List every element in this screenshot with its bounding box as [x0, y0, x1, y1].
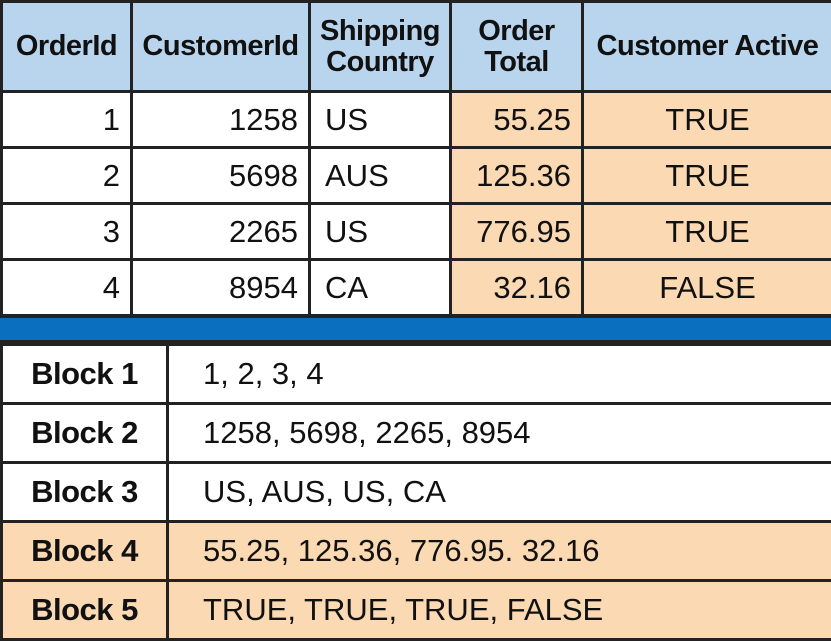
table-row: 1 1258 US 55.25 TRUE: [2, 92, 831, 148]
orders-table: OrderId CustomerId Shipping Country Orde…: [0, 0, 831, 317]
block-values: 55.25, 125.36, 776.95. 32.16: [168, 522, 831, 581]
blocks-table: Block 1 1, 2, 3, 4 Block 2 1258, 5698, 2…: [0, 343, 831, 641]
table-row: 4 8954 CA 32.16 FALSE: [2, 260, 831, 316]
block-values: US, AUS, US, CA: [168, 463, 831, 522]
header-customer-active: Customer Active: [583, 2, 831, 92]
cell-customer-id: 5698: [132, 148, 310, 204]
block-label: Block 5: [2, 581, 168, 640]
cell-shipping-country: US: [310, 92, 451, 148]
block-label: Block 2: [2, 404, 168, 463]
cell-shipping-country: AUS: [310, 148, 451, 204]
cell-customer-active: TRUE: [583, 148, 831, 204]
cell-order-id: 3: [2, 204, 132, 260]
block-row: Block 3 US, AUS, US, CA: [2, 463, 831, 522]
block-row: Block 2 1258, 5698, 2265, 8954: [2, 404, 831, 463]
header-order-total: Order Total: [451, 2, 583, 92]
header-row: OrderId CustomerId Shipping Country Orde…: [2, 2, 831, 92]
block-values: TRUE, TRUE, TRUE, FALSE: [168, 581, 831, 640]
block-row: Block 5 TRUE, TRUE, TRUE, FALSE: [2, 581, 831, 640]
block-label: Block 1: [2, 345, 168, 404]
header-order-total-text: Order Total: [478, 15, 554, 78]
header-shipping-country: Shipping Country: [310, 2, 451, 92]
cell-order-total: 32.16: [451, 260, 583, 316]
block-row: Block 1 1, 2, 3, 4: [2, 345, 831, 404]
cell-shipping-country: CA: [310, 260, 451, 316]
cell-order-id: 4: [2, 260, 132, 316]
cell-customer-id: 1258: [132, 92, 310, 148]
cell-order-total: 125.36: [451, 148, 583, 204]
block-values: 1258, 5698, 2265, 8954: [168, 404, 831, 463]
cell-order-total: 55.25: [451, 92, 583, 148]
table-row: 2 5698 AUS 125.36 TRUE: [2, 148, 831, 204]
cell-customer-id: 2265: [132, 204, 310, 260]
header-customer-id: CustomerId: [132, 2, 310, 92]
cell-shipping-country: US: [310, 204, 451, 260]
cell-customer-active: TRUE: [583, 92, 831, 148]
cell-customer-active: FALSE: [583, 260, 831, 316]
cell-order-id: 2: [2, 148, 132, 204]
header-shipping-country-text: Shipping Country: [320, 15, 440, 78]
cell-customer-active: TRUE: [583, 204, 831, 260]
divider-bar: [0, 315, 831, 343]
table-row: 3 2265 US 776.95 TRUE: [2, 204, 831, 260]
cell-order-total: 776.95: [451, 204, 583, 260]
cell-order-id: 1: [2, 92, 132, 148]
block-row: Block 4 55.25, 125.36, 776.95. 32.16: [2, 522, 831, 581]
header-order-id: OrderId: [2, 2, 132, 92]
block-label: Block 3: [2, 463, 168, 522]
cell-customer-id: 8954: [132, 260, 310, 316]
block-values: 1, 2, 3, 4: [168, 345, 831, 404]
block-label: Block 4: [2, 522, 168, 581]
